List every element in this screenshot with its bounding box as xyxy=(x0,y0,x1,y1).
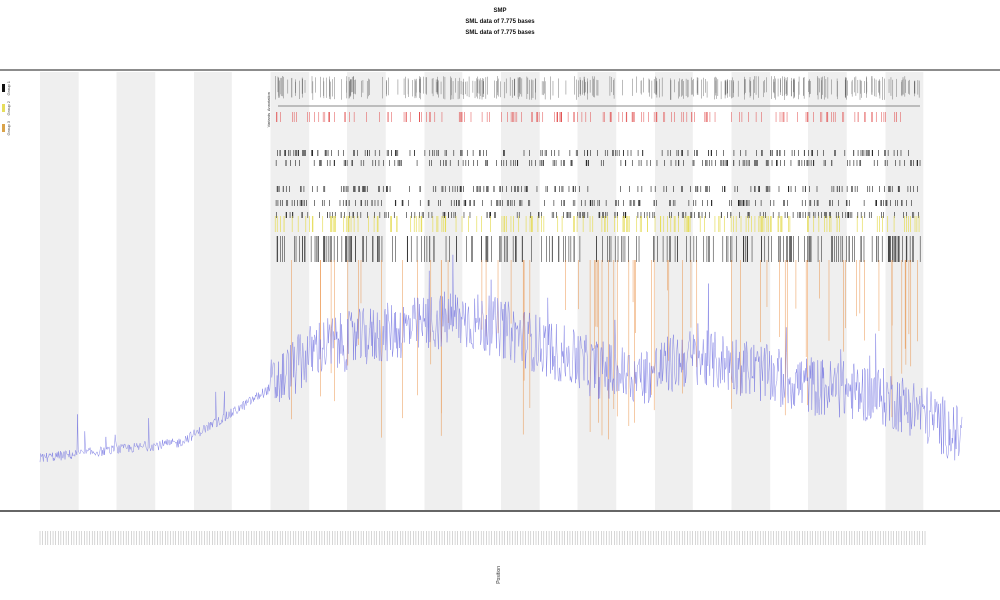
legend-item-2: Group 2 xyxy=(2,98,11,118)
shaded-band xyxy=(40,72,79,510)
shaded-band xyxy=(731,72,771,510)
chart-title-block: SMP SML data of 7.775 bases SML data of … xyxy=(0,6,1000,39)
legend-label-1: Group 1 xyxy=(6,80,11,96)
legend-item-1: Group 1 xyxy=(2,78,11,98)
track-label-annotation: Annotation xyxy=(266,92,271,112)
coverage-line xyxy=(39,254,963,463)
shaded-band xyxy=(193,72,232,510)
legend: Group 1 Group 2 Group 3 xyxy=(2,78,11,138)
legend-label-3: Group 3 xyxy=(6,120,11,136)
legend-swatch-1 xyxy=(2,84,5,92)
chart-title: SMP xyxy=(493,8,507,14)
shaded-band xyxy=(116,72,156,510)
shaded-band xyxy=(424,72,463,510)
chart-subtitle-2: SML data of 7.775 bases xyxy=(465,30,535,36)
shaded-band xyxy=(808,72,847,510)
track-label-variants: Variants xyxy=(266,113,271,128)
shaded-band xyxy=(501,72,540,510)
legend-label-2: Group 2 xyxy=(6,100,11,116)
x-axis-label: Position xyxy=(496,566,502,584)
shaded-band xyxy=(347,72,386,510)
shaded-band xyxy=(654,72,693,510)
shaded-band xyxy=(270,72,310,510)
legend-item-3: Group 3 xyxy=(2,118,11,138)
legend-swatch-2 xyxy=(2,104,5,112)
chart-subtitle-1: SML data of 7.775 bases xyxy=(465,19,535,25)
legend-swatch-3 xyxy=(2,124,5,132)
